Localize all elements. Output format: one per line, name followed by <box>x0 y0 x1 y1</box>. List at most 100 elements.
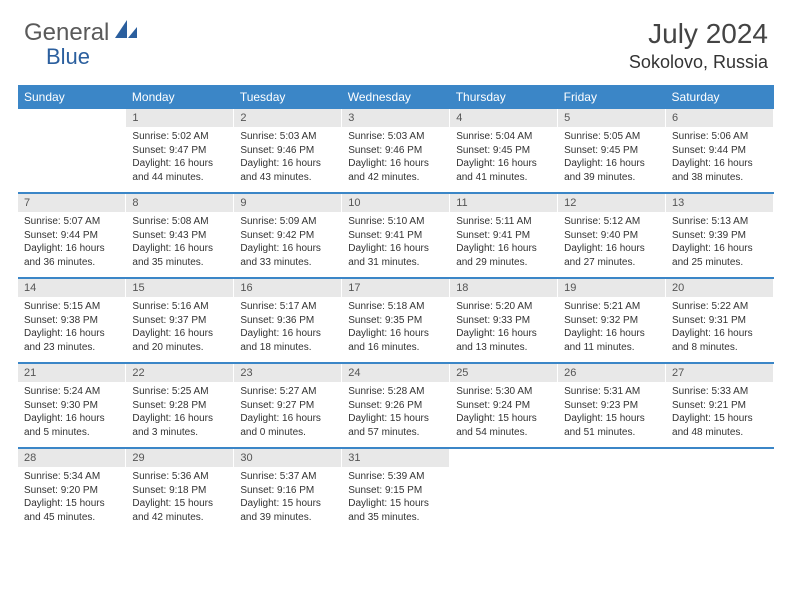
day-number: 12 <box>558 194 666 212</box>
sunrise-text: Sunrise: 5:05 AM <box>564 130 659 144</box>
daylight-text: Daylight: 16 hours and 16 minutes. <box>348 327 443 354</box>
day-number: 11 <box>450 194 558 212</box>
sunrise-text: Sunrise: 5:39 AM <box>348 470 443 484</box>
day-number: 15 <box>126 279 234 297</box>
sunset-text: Sunset: 9:30 PM <box>24 399 119 413</box>
sunrise-text: Sunrise: 5:10 AM <box>348 215 443 229</box>
day-number: 21 <box>18 364 126 382</box>
sunset-text: Sunset: 9:21 PM <box>672 399 767 413</box>
daylight-text: Daylight: 16 hours and 29 minutes. <box>456 242 551 269</box>
day-number: 5 <box>558 109 666 127</box>
sunset-text: Sunset: 9:37 PM <box>132 314 227 328</box>
day-number: 18 <box>450 279 558 297</box>
daynum-row: 28293031 <box>18 449 774 467</box>
daylight-text: Daylight: 16 hours and 31 minutes. <box>348 242 443 269</box>
day-header: Saturday <box>666 85 774 109</box>
sunrise-text: Sunrise: 5:20 AM <box>456 300 551 314</box>
day-cell: Sunrise: 5:34 AMSunset: 9:20 PMDaylight:… <box>18 467 126 532</box>
sunset-text: Sunset: 9:31 PM <box>672 314 767 328</box>
day-number <box>18 109 126 127</box>
daylight-text: Daylight: 16 hours and 3 minutes. <box>132 412 227 439</box>
sunrise-text: Sunrise: 5:13 AM <box>672 215 767 229</box>
day-cell: Sunrise: 5:05 AMSunset: 9:45 PMDaylight:… <box>558 127 666 193</box>
daylight-text: Daylight: 16 hours and 38 minutes. <box>672 157 767 184</box>
logo: General Blue <box>24 18 139 47</box>
sunset-text: Sunset: 9:41 PM <box>456 229 551 243</box>
sail-icon <box>113 18 139 47</box>
day-number: 29 <box>126 449 234 467</box>
sunrise-text: Sunrise: 5:27 AM <box>240 385 335 399</box>
calendar-table: SundayMondayTuesdayWednesdayThursdayFrid… <box>18 85 774 532</box>
day-number: 17 <box>342 279 450 297</box>
day-cell: Sunrise: 5:06 AMSunset: 9:44 PMDaylight:… <box>666 127 774 193</box>
sunrise-text: Sunrise: 5:06 AM <box>672 130 767 144</box>
daylight-text: Daylight: 15 hours and 45 minutes. <box>24 497 119 524</box>
sunrise-text: Sunrise: 5:15 AM <box>24 300 119 314</box>
day-header: Friday <box>558 85 666 109</box>
day-number: 28 <box>18 449 126 467</box>
day-number: 13 <box>666 194 774 212</box>
day-cell: Sunrise: 5:31 AMSunset: 9:23 PMDaylight:… <box>558 382 666 448</box>
sunset-text: Sunset: 9:45 PM <box>564 144 659 158</box>
sunset-text: Sunset: 9:26 PM <box>348 399 443 413</box>
sunset-text: Sunset: 9:33 PM <box>456 314 551 328</box>
daylight-text: Daylight: 16 hours and 39 minutes. <box>564 157 659 184</box>
day-cell <box>558 467 666 532</box>
day-number <box>450 449 558 467</box>
sunset-text: Sunset: 9:47 PM <box>132 144 227 158</box>
sunrise-text: Sunrise: 5:07 AM <box>24 215 119 229</box>
day-header: Sunday <box>18 85 126 109</box>
day-cell: Sunrise: 5:10 AMSunset: 9:41 PMDaylight:… <box>342 212 450 278</box>
day-number: 7 <box>18 194 126 212</box>
daylight-text: Daylight: 15 hours and 35 minutes. <box>348 497 443 524</box>
sunrise-text: Sunrise: 5:21 AM <box>564 300 659 314</box>
day-cell: Sunrise: 5:39 AMSunset: 9:15 PMDaylight:… <box>342 467 450 532</box>
daylight-text: Daylight: 16 hours and 41 minutes. <box>456 157 551 184</box>
day-number: 14 <box>18 279 126 297</box>
day-number: 16 <box>234 279 342 297</box>
day-cell: Sunrise: 5:03 AMSunset: 9:46 PMDaylight:… <box>234 127 342 193</box>
detail-row: Sunrise: 5:07 AMSunset: 9:44 PMDaylight:… <box>18 212 774 278</box>
logo-text-general: General <box>24 19 109 47</box>
day-number: 20 <box>666 279 774 297</box>
sunset-text: Sunset: 9:35 PM <box>348 314 443 328</box>
day-cell: Sunrise: 5:30 AMSunset: 9:24 PMDaylight:… <box>450 382 558 448</box>
day-cell: Sunrise: 5:02 AMSunset: 9:47 PMDaylight:… <box>126 127 234 193</box>
day-number: 31 <box>342 449 450 467</box>
logo-text-blue: Blue <box>46 44 90 70</box>
sunrise-text: Sunrise: 5:37 AM <box>240 470 335 484</box>
sunrise-text: Sunrise: 5:36 AM <box>132 470 227 484</box>
sunrise-text: Sunrise: 5:28 AM <box>348 385 443 399</box>
daylight-text: Daylight: 15 hours and 42 minutes. <box>132 497 227 524</box>
sunset-text: Sunset: 9:45 PM <box>456 144 551 158</box>
day-cell: Sunrise: 5:18 AMSunset: 9:35 PMDaylight:… <box>342 297 450 363</box>
sunset-text: Sunset: 9:27 PM <box>240 399 335 413</box>
day-cell: Sunrise: 5:07 AMSunset: 9:44 PMDaylight:… <box>18 212 126 278</box>
daylight-text: Daylight: 16 hours and 25 minutes. <box>672 242 767 269</box>
day-cell: Sunrise: 5:33 AMSunset: 9:21 PMDaylight:… <box>666 382 774 448</box>
sunset-text: Sunset: 9:40 PM <box>564 229 659 243</box>
day-number <box>558 449 666 467</box>
daylight-text: Daylight: 16 hours and 13 minutes. <box>456 327 551 354</box>
sunrise-text: Sunrise: 5:34 AM <box>24 470 119 484</box>
day-cell: Sunrise: 5:24 AMSunset: 9:30 PMDaylight:… <box>18 382 126 448</box>
day-number: 26 <box>558 364 666 382</box>
sunset-text: Sunset: 9:23 PM <box>564 399 659 413</box>
sunset-text: Sunset: 9:20 PM <box>24 484 119 498</box>
day-header: Tuesday <box>234 85 342 109</box>
day-number: 25 <box>450 364 558 382</box>
location-text: Sokolovo, Russia <box>629 52 768 73</box>
daylight-text: Daylight: 15 hours and 39 minutes. <box>240 497 335 524</box>
day-cell: Sunrise: 5:25 AMSunset: 9:28 PMDaylight:… <box>126 382 234 448</box>
day-cell: Sunrise: 5:22 AMSunset: 9:31 PMDaylight:… <box>666 297 774 363</box>
header: General Blue July 2024 Sokolovo, Russia <box>0 0 792 81</box>
sunset-text: Sunset: 9:18 PM <box>132 484 227 498</box>
sunrise-text: Sunrise: 5:33 AM <box>672 385 767 399</box>
day-cell <box>18 127 126 193</box>
sunrise-text: Sunrise: 5:25 AM <box>132 385 227 399</box>
day-cell: Sunrise: 5:17 AMSunset: 9:36 PMDaylight:… <box>234 297 342 363</box>
day-number: 9 <box>234 194 342 212</box>
day-cell: Sunrise: 5:36 AMSunset: 9:18 PMDaylight:… <box>126 467 234 532</box>
day-cell: Sunrise: 5:37 AMSunset: 9:16 PMDaylight:… <box>234 467 342 532</box>
day-cell: Sunrise: 5:03 AMSunset: 9:46 PMDaylight:… <box>342 127 450 193</box>
